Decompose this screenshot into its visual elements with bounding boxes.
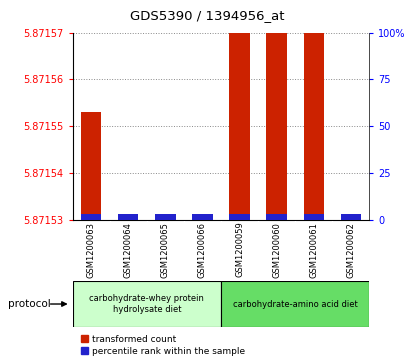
Bar xyxy=(303,214,324,220)
Text: carbohydrate-whey protein
hydrolysate diet: carbohydrate-whey protein hydrolysate di… xyxy=(89,294,204,314)
Text: GSM1200062: GSM1200062 xyxy=(346,222,355,277)
Text: GSM1200066: GSM1200066 xyxy=(198,221,207,278)
Bar xyxy=(229,214,250,220)
Bar xyxy=(192,220,212,363)
Text: GSM1200061: GSM1200061 xyxy=(309,222,318,277)
Bar xyxy=(118,220,139,363)
Text: GSM1200065: GSM1200065 xyxy=(161,222,170,277)
Bar xyxy=(81,112,101,220)
Legend: transformed count, percentile rank within the sample: transformed count, percentile rank withi… xyxy=(77,331,248,359)
Text: GSM1200060: GSM1200060 xyxy=(272,222,281,277)
Text: GSM1200063: GSM1200063 xyxy=(87,221,96,278)
Bar xyxy=(341,214,361,220)
Bar xyxy=(73,281,221,327)
Text: GSM1200064: GSM1200064 xyxy=(124,222,133,277)
Bar xyxy=(192,214,212,220)
Text: GDS5390 / 1394956_at: GDS5390 / 1394956_at xyxy=(130,9,285,22)
Bar xyxy=(155,220,176,363)
Bar xyxy=(229,0,250,220)
Bar xyxy=(266,0,287,220)
Bar xyxy=(221,281,369,327)
Bar xyxy=(155,214,176,220)
Bar xyxy=(341,220,361,363)
Bar xyxy=(266,214,287,220)
Bar xyxy=(303,9,324,220)
Text: protocol: protocol xyxy=(8,299,51,309)
Bar xyxy=(81,214,101,220)
Bar xyxy=(118,214,139,220)
Text: GSM1200059: GSM1200059 xyxy=(235,222,244,277)
Text: carbohydrate-amino acid diet: carbohydrate-amino acid diet xyxy=(233,299,358,309)
